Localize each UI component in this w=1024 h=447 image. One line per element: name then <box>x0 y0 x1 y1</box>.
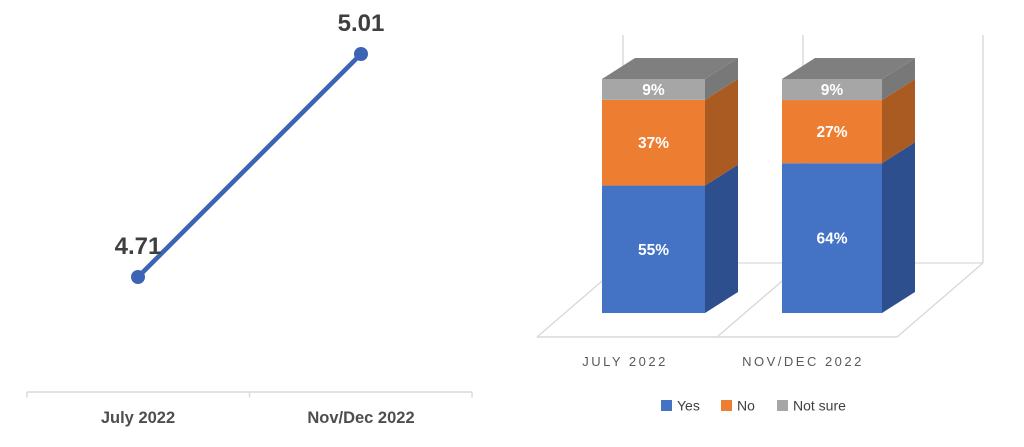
bar-front-face-no <box>782 100 882 164</box>
bar-front-face-yes <box>602 185 705 313</box>
bar-side-face-not-sure <box>882 58 915 101</box>
bar-data-label: 9% <box>642 82 665 99</box>
legend-label: Yes <box>677 398 700 414</box>
bar-front-face-no <box>602 99 705 186</box>
legend-swatch-no <box>721 400 732 411</box>
bar-data-label: 64% <box>816 231 847 248</box>
bar-side-face-no <box>705 78 738 186</box>
stacked-bar-chart-svg: 55% 37% 9% JULY 2022 64% 27% 9% NOV/DEC 2022 Yes… <box>536 35 984 414</box>
bar-front-face-not-sure <box>782 79 882 101</box>
legend-label: No <box>737 398 755 414</box>
data-point-marker <box>131 270 145 284</box>
data-label: 4.71 <box>115 233 162 260</box>
bar-front-face-not-sure <box>602 79 705 100</box>
line-chart-svg: 4.71 July 2022 5.01 Nov/Dec 2022 <box>26 10 473 427</box>
bar-side-face-yes <box>705 164 738 313</box>
floor-depth-edge <box>896 262 984 338</box>
bar-top-face <box>602 58 738 79</box>
bar-data-label: 37% <box>638 135 669 152</box>
legend-swatch-not-sure <box>777 400 788 411</box>
bar-data-label: 9% <box>821 82 844 99</box>
line-chart: 4.71 July 2022 5.01 Nov/Dec 2022 <box>0 0 500 447</box>
bar-side-face-not-sure <box>705 58 738 100</box>
bar-side-face-no <box>882 79 915 164</box>
bar-top-face <box>782 58 915 79</box>
stacked-bar-chart-3d: 55% 37% 9% JULY 2022 64% 27% 9% NOV/DEC 2022 Yes… <box>520 0 1024 447</box>
bar-front-face-yes <box>782 163 882 313</box>
bar-data-label: 55% <box>638 242 669 259</box>
line-series <box>135 51 364 280</box>
legend-label: Not sure <box>793 398 846 414</box>
bar-2: 64% 27% 9% <box>782 58 915 313</box>
category-label: July 2022 <box>101 409 175 427</box>
category-label: NOV/DEC 2022 <box>742 354 864 369</box>
bar-1: 55% 37% 9% <box>602 58 738 313</box>
data-point-marker <box>354 47 368 61</box>
bar-data-label: 27% <box>816 124 847 141</box>
category-label: Nov/Dec 2022 <box>307 409 414 427</box>
bar-side-face-yes <box>882 142 915 313</box>
data-label: 5.01 <box>338 10 385 37</box>
legend-swatch-yes <box>661 400 672 411</box>
category-label: JULY 2022 <box>582 354 668 369</box>
